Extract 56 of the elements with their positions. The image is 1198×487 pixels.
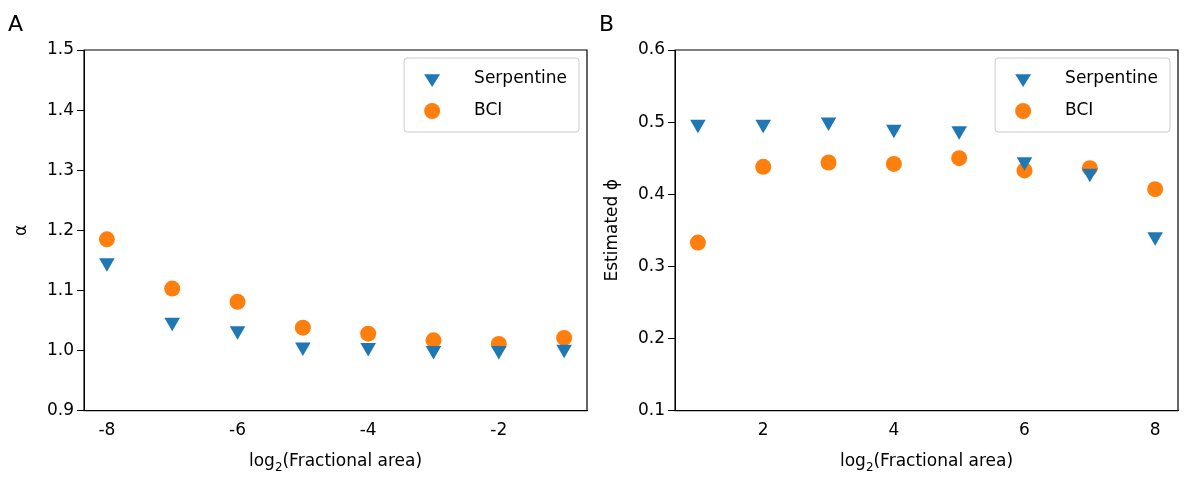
- x-tick-label: -4: [359, 419, 377, 440]
- y-tick-label: 1.1: [46, 278, 75, 299]
- text: A: [8, 10, 24, 36]
- legend-label: Serpentine: [474, 67, 567, 88]
- y-tick-label: 0.1: [637, 399, 666, 420]
- x-tick-label: -8: [98, 419, 116, 440]
- x-tick-label: 8: [1149, 419, 1161, 440]
- point: [229, 293, 246, 310]
- point: [886, 124, 902, 139]
- point: [689, 234, 706, 251]
- y-axis-title: α: [10, 224, 30, 236]
- x-tick-label: 4: [888, 419, 900, 440]
- x-tick-label: -2: [490, 419, 508, 440]
- text: B: [599, 10, 615, 36]
- point: [690, 119, 706, 134]
- point: [820, 154, 837, 171]
- legend-label: BCI: [1065, 99, 1094, 120]
- x-tick-label: 6: [1019, 419, 1030, 440]
- point: [1016, 157, 1033, 171]
- point: [360, 325, 377, 342]
- point: [951, 150, 968, 167]
- point: [1147, 181, 1164, 198]
- point: [1082, 168, 1098, 183]
- point: [98, 231, 115, 248]
- point: [295, 342, 311, 356]
- point: [951, 126, 967, 140]
- point: [820, 117, 837, 132]
- point: [755, 158, 772, 175]
- point: [360, 343, 376, 357]
- point: [885, 155, 902, 172]
- y-tick-label: 0.9: [46, 399, 75, 420]
- y-tick-label: 1.0: [46, 338, 75, 359]
- legend-label: BCI: [474, 99, 503, 120]
- x-tick-label: -6: [229, 419, 247, 440]
- point: [425, 346, 442, 360]
- point: [556, 329, 573, 346]
- y-tick-label: 0.6: [637, 38, 666, 59]
- legend-label: Serpentine: [1065, 67, 1158, 88]
- y-axis-title: Estimated ϕ: [601, 179, 621, 282]
- point: [164, 317, 181, 332]
- y-tick-label: 1.4: [46, 98, 75, 119]
- point: [294, 319, 311, 336]
- y-tick-label: 0.2: [637, 326, 666, 347]
- point: [164, 280, 181, 297]
- y-tick-label: 0.5: [637, 110, 666, 131]
- point: [229, 326, 246, 340]
- y-tick-label: 0.4: [637, 182, 666, 203]
- y-tick-label: 1.3: [46, 158, 75, 179]
- x-tick-label: 2: [757, 419, 769, 440]
- y-tick-label: 0.3: [637, 254, 666, 275]
- point: [99, 258, 115, 272]
- point: [556, 344, 572, 359]
- y-tick-label: 1.2: [46, 218, 75, 239]
- point: [491, 346, 507, 360]
- point: [755, 119, 772, 134]
- y-tick-label: 1.5: [46, 38, 75, 59]
